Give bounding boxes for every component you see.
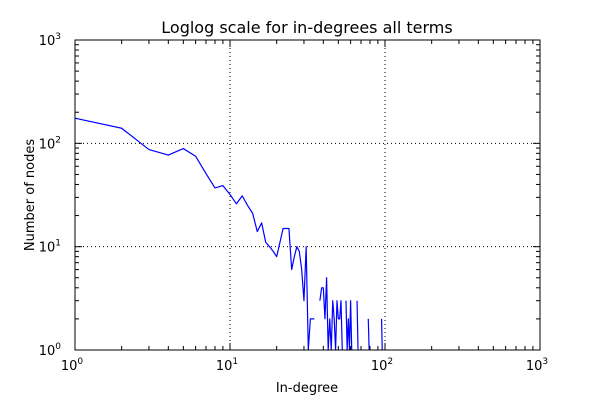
y-axis-label: Number of nodes [23,139,38,251]
y-tick-exponent: 1 [55,239,61,249]
plot-frame [74,39,541,351]
series-line [74,117,383,351]
x-tick-exponent: 3 [542,357,548,367]
x-tick-base: 10 [371,359,388,374]
x-tick-label: 102 [371,357,393,374]
x-tick-base: 10 [526,359,543,374]
y-tick-base: 10 [39,344,56,359]
x-tick-exponent: 2 [387,357,393,367]
y-tick-exponent: 3 [55,32,61,42]
series-group [74,117,383,351]
x-tick-label: 100 [61,357,84,374]
y-tick-exponent: 2 [55,135,61,145]
y-tick-base: 10 [39,137,56,152]
ticks [74,39,541,351]
y-tick-label: 103 [39,32,61,49]
x-tick-label: 101 [216,357,238,374]
x-tick-exponent: 1 [232,357,238,367]
x-axis-label: In-degree [276,381,338,396]
chart-title: Loglog scale for in-degrees all terms [161,18,452,37]
y-tick-base: 10 [39,241,56,256]
y-tick-base: 10 [39,34,56,49]
y-tick-exponent: 0 [55,342,61,352]
y-tick-label: 100 [39,342,62,359]
x-tick-exponent: 0 [77,357,83,367]
y-tick-label: 101 [39,239,61,256]
y-tick-label: 102 [39,135,61,152]
x-tick-base: 10 [61,359,78,374]
x-tick-labels: 100 101 102 103 [61,357,548,374]
x-tick-label: 103 [526,357,548,374]
grid [75,40,540,350]
x-tick-base: 10 [216,359,233,374]
